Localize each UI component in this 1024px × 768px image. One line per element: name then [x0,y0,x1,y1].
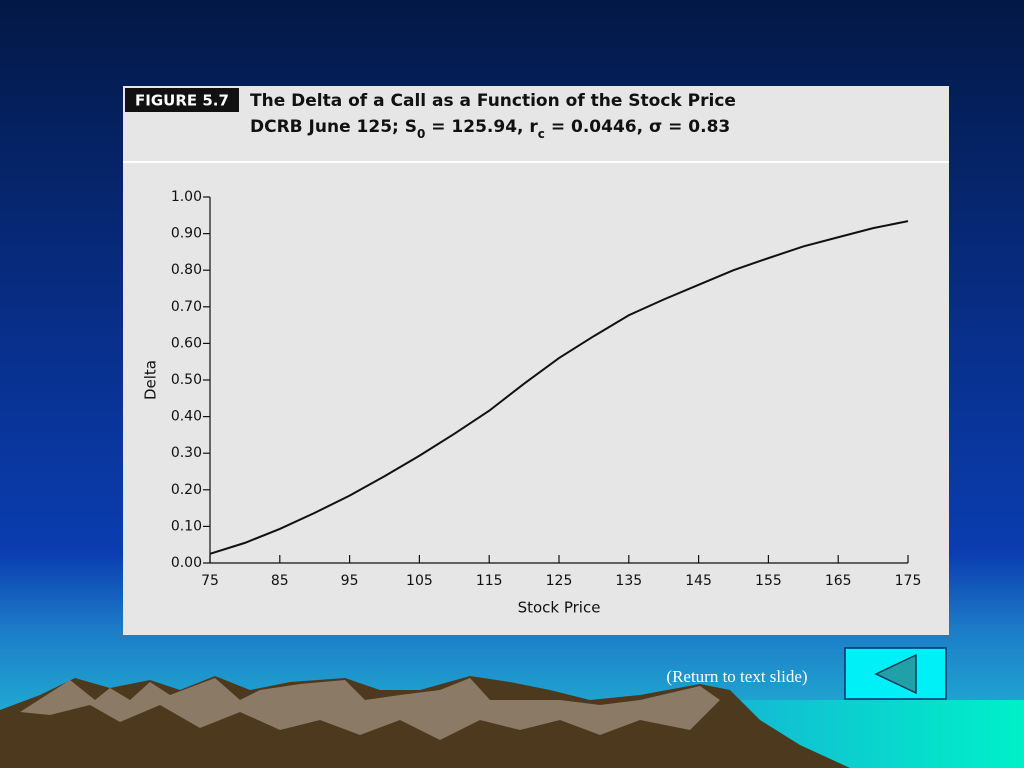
figure-label: FIGURE 5.7 [135,92,229,110]
y-tick-label: 0.10 [171,518,202,534]
y-tick-label: 0.70 [171,299,202,315]
subtitle-part: DCRB June 125; S [250,117,417,137]
x-tick-label: 145 [685,573,712,589]
y-tick-label: 0.60 [171,335,202,351]
y-tick-label: 0.40 [171,409,202,425]
figure-panel [123,86,949,635]
subscript: c [538,127,545,141]
x-tick-label: 85 [271,573,289,589]
y-tick-label: 0.20 [171,482,202,498]
y-tick-label: 1.00 [171,189,202,205]
return-link[interactable]: (Return to text slide) [666,667,807,686]
x-tick-label: 135 [615,573,642,589]
x-tick-label: 175 [895,573,922,589]
delta-curve [209,220,909,555]
return-button[interactable]: (Return to text slide) [666,647,947,700]
x-tick-label: 115 [476,573,503,589]
x-axis-label: Stock Price [518,599,601,617]
x-tick-label: 75 [201,573,219,589]
x-tick-label: 125 [546,573,573,589]
x-tick-label: 105 [406,573,433,589]
y-tick-label: 0.80 [171,262,202,278]
y-tick-label: 0.50 [171,372,202,388]
x-tick-label: 95 [341,573,359,589]
x-tick-label: 165 [825,573,852,589]
back-arrow [874,653,917,695]
x-tick-label: 155 [755,573,782,589]
y-axis-label: Delta [142,360,160,400]
subtitle-part: = 125.94, r [425,117,538,137]
subtitle-part: = 0.0446, σ = 0.83 [545,117,730,137]
y-tick-label: 0.30 [171,445,202,461]
mountains [0,676,850,768]
chart-title: The Delta of a Call as a Function of the… [250,91,736,111]
y-tick-label: 0.90 [171,226,202,242]
subscript: 0 [417,127,425,141]
chart-subtitle: DCRB June 125; S0 = 125.94, rc = 0.0446,… [250,117,730,141]
figure-label-box [125,88,239,112]
y-tick-label: 0.00 [171,555,202,571]
